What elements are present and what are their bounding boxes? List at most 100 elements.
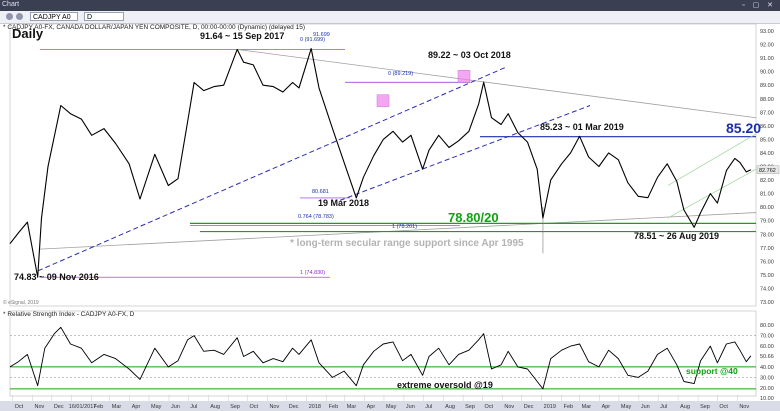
- time-tick-label: Oct: [250, 404, 259, 410]
- price-pane-frame: [9, 23, 757, 307]
- price-tick-label: 79.00: [760, 219, 774, 225]
- time-tick-label: Sep: [700, 404, 710, 410]
- time-tick-label: 2018: [309, 404, 321, 410]
- time-tick-label: Apr: [602, 404, 611, 410]
- time-tick-label: Aug: [680, 404, 690, 410]
- last-price-label: 82.762: [759, 168, 776, 174]
- annotation-mar-2019: 85.23 ~ 01 Mar 2019: [540, 122, 624, 132]
- time-tick-label: Oct: [719, 404, 728, 410]
- time-tick-label: Jul: [660, 404, 667, 410]
- annotation-low-2016: 74.83 ~ 09 Nov 2016: [14, 272, 99, 282]
- time-tick-label: Sep: [465, 404, 475, 410]
- price-tick-label: 82.00: [760, 178, 774, 184]
- rsi-extreme-label: extreme oversold @19: [397, 380, 493, 390]
- rsi-tick-label: 50.66: [760, 354, 774, 360]
- annotation-low-2018: 19 Mar 2018: [318, 198, 370, 208]
- price-tick-label: 77.00: [760, 246, 774, 252]
- resistance-label: 85.20: [726, 120, 762, 136]
- copyright-text: © eSignal, 2019: [3, 300, 39, 306]
- time-date-label: 16/01/2017: [69, 404, 97, 410]
- time-tick-label: Nov: [35, 404, 45, 410]
- annotation-high-2017: 91.64 ~ 15 Sep 2017: [200, 31, 285, 41]
- title-bar: Chart ▫ ▢ ✕: [0, 0, 780, 11]
- secular-support-line: [39, 212, 757, 250]
- time-tick-label: Jul: [425, 404, 432, 410]
- chart-toolbar: CADJPY A0 D: [0, 11, 780, 24]
- link-icon[interactable]: [6, 13, 13, 20]
- rsi-support-label: support @40: [686, 366, 738, 376]
- support-note: * long-term secular range support since …: [290, 238, 524, 249]
- price-tick-label: 80.00: [760, 205, 774, 211]
- price-tick-label: 85.00: [760, 137, 774, 143]
- price-tick-label: 91.00: [760, 56, 774, 62]
- window-controls[interactable]: ▫ ▢ ✕: [742, 2, 776, 9]
- time-tick-label: Mar: [112, 404, 122, 410]
- time-tick-label: Dec: [54, 404, 64, 410]
- time-tick-label: Aug: [210, 404, 220, 410]
- price-pane-header: * CADJPY A0-FX, CANADA DOLLAR/JAPAN YEN …: [3, 24, 305, 31]
- fib-label-78783: 0.764 (78.783): [298, 214, 334, 220]
- time-tick-label: May: [151, 404, 162, 410]
- time-tick-label: Aug: [445, 404, 455, 410]
- annotation-low-2019: 78.51 ~ 26 Aug 2019: [634, 231, 719, 241]
- rsi-series-line: [9, 326, 752, 390]
- time-tick-label: Jun: [171, 404, 180, 410]
- rsi-pane-frame: [9, 310, 757, 397]
- price-tick-label: 88.00: [760, 97, 774, 103]
- annotation-high-2018: 89.22 ~ 03 Oct 2018: [428, 50, 511, 60]
- price-tick-label: 84.00: [760, 151, 774, 157]
- color-icon[interactable]: [16, 13, 23, 20]
- price-tick-label: 76.00: [760, 259, 774, 265]
- time-tick-label: May: [621, 404, 632, 410]
- price-tick-label: 86.00: [760, 124, 774, 130]
- time-tick-label: Oct: [15, 404, 24, 410]
- last-price-box: [756, 165, 780, 174]
- time-tick-label: May: [386, 404, 397, 410]
- highlight-box-may-2018: [376, 94, 390, 107]
- fib-label-89: 0 (89.219): [388, 71, 414, 77]
- price-tick-label: 87.00: [760, 110, 774, 116]
- fib-label-74830: 1 (74.830): [300, 270, 326, 276]
- fib-label-78201: 1 (78.201): [392, 224, 418, 230]
- fib-label-91b: 91.699: [313, 32, 330, 38]
- time-tick-label: Apr: [132, 404, 141, 410]
- time-tick-label: Dec: [289, 404, 299, 410]
- rising-channel-upper: [667, 133, 757, 186]
- time-tick-label: Nov: [504, 404, 514, 410]
- fib-label-91: 0 (91.699): [300, 37, 326, 43]
- time-tick-label: Nov: [269, 404, 279, 410]
- time-tick-label: Feb: [329, 404, 338, 410]
- support-zone-label: 78.80/20: [448, 210, 499, 225]
- fib-label-80: 80.681: [312, 189, 329, 195]
- chart-tab[interactable]: Chart: [2, 1, 20, 8]
- symbol-input[interactable]: CADJPY A0: [30, 12, 78, 21]
- time-tick-label: Sep: [230, 404, 240, 410]
- rsi-tick-label: 40.00: [760, 365, 774, 371]
- highlight-box-oct-2018: [457, 70, 471, 83]
- price-tick-label: 73.00: [760, 300, 774, 306]
- time-tick-label: Apr: [367, 404, 376, 410]
- channel-lower-line: [339, 105, 591, 201]
- price-tick-label: 89.00: [760, 83, 774, 89]
- time-tick-label: Jul: [190, 404, 197, 410]
- time-axis-bar: [0, 401, 780, 411]
- time-tick-label: Oct: [484, 404, 493, 410]
- channel-upper-line: [37, 67, 506, 272]
- rsi-tick-label: 60.00: [760, 344, 774, 350]
- period-label: Daily: [12, 26, 44, 41]
- rsi-tick-label: 10.00: [760, 396, 774, 402]
- timeframe-select[interactable]: D: [84, 12, 124, 21]
- rsi-tick-label: 30.00: [760, 375, 774, 381]
- time-tick-label: Jun: [641, 404, 650, 410]
- rising-channel-lower: [667, 168, 757, 219]
- price-tick-label: 74.00: [760, 286, 774, 292]
- time-tick-label: Mar: [582, 404, 592, 410]
- time-tick-label: 2019: [544, 404, 556, 410]
- price-series-line: [9, 48, 752, 278]
- price-tick-label: 90.00: [760, 70, 774, 76]
- rsi-tick-label: 80.00: [760, 323, 774, 329]
- rsi-tick-label: 20.00: [760, 386, 774, 392]
- rsi-tick-label: 70.00: [760, 334, 774, 340]
